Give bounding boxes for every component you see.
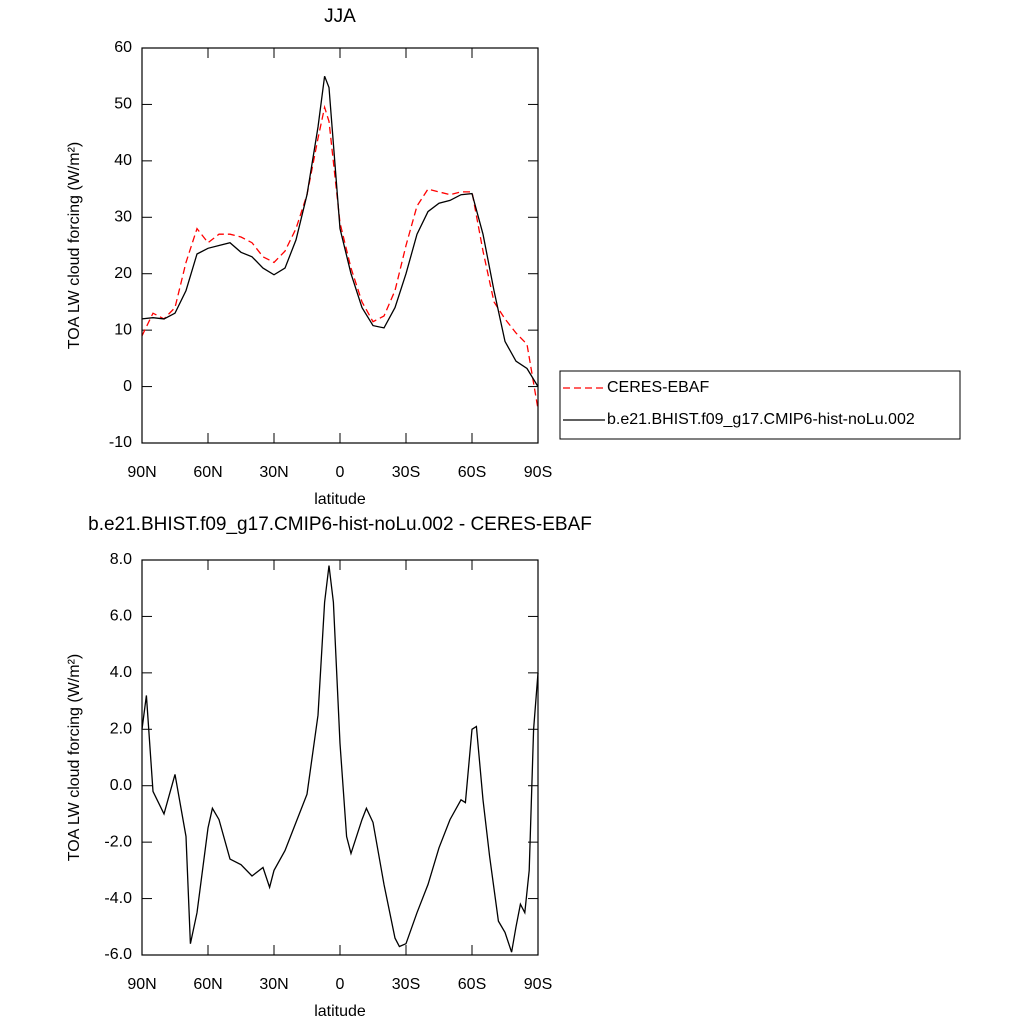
- data-line: [141, 75, 539, 387]
- chart-title: b.e21.BHIST.f09_g17.CMIP6-hist-noLu.002 …: [88, 514, 592, 535]
- y-tick-label: 6.0: [110, 608, 132, 625]
- data-line: [141, 104, 539, 410]
- y-axis-label: TOA LW cloud forcing (W/m²): [66, 142, 83, 349]
- x-tick-label: 30S: [392, 464, 420, 481]
- plot-frame: [141, 559, 539, 956]
- legend-label: CERES-EBAF: [607, 379, 709, 396]
- y-tick-label: -6.0: [104, 946, 132, 963]
- x-tick-label: 30S: [392, 976, 420, 993]
- data-line: [141, 565, 539, 953]
- x-tick-label: 90N: [127, 464, 156, 481]
- y-axis-label: TOA LW cloud forcing (W/m²): [66, 654, 83, 861]
- y-tick-label: -4.0: [104, 890, 132, 907]
- plot-frame: [141, 47, 539, 444]
- y-tick-label: 20: [114, 265, 132, 282]
- x-tick-label: 90S: [524, 976, 552, 993]
- legend-box: [559, 370, 961, 440]
- x-tick-label: 30N: [259, 464, 288, 481]
- y-tick-label: 0.0: [110, 777, 132, 794]
- y-tick-label: 40: [114, 152, 132, 169]
- y-tick-label: -2.0: [104, 833, 132, 850]
- y-tick-label: 60: [114, 39, 132, 56]
- y-tick-label: 50: [114, 96, 132, 113]
- y-tick-label: 8.0: [110, 551, 132, 568]
- x-axis-label: latitude: [314, 491, 366, 508]
- y-tick-label: 30: [114, 209, 132, 226]
- y-tick-label: -10: [109, 434, 132, 451]
- x-axis-label: latitude: [314, 1003, 366, 1020]
- x-tick-label: 0: [336, 464, 345, 481]
- y-tick-label: 4.0: [110, 664, 132, 681]
- chart-title: JJA: [324, 6, 356, 27]
- x-tick-label: 90S: [524, 464, 552, 481]
- x-tick-label: 60N: [193, 976, 222, 993]
- legend-label: b.e21.BHIST.f09_g17.CMIP6-hist-noLu.002: [607, 411, 915, 428]
- x-tick-label: 30N: [259, 976, 288, 993]
- x-tick-label: 60N: [193, 464, 222, 481]
- x-tick-label: 60S: [458, 464, 486, 481]
- x-tick-label: 90N: [127, 976, 156, 993]
- y-tick-label: 0: [123, 378, 132, 395]
- y-tick-label: 2.0: [110, 721, 132, 738]
- x-tick-label: 0: [336, 976, 345, 993]
- y-tick-label: 10: [114, 321, 132, 338]
- x-tick-label: 60S: [458, 976, 486, 993]
